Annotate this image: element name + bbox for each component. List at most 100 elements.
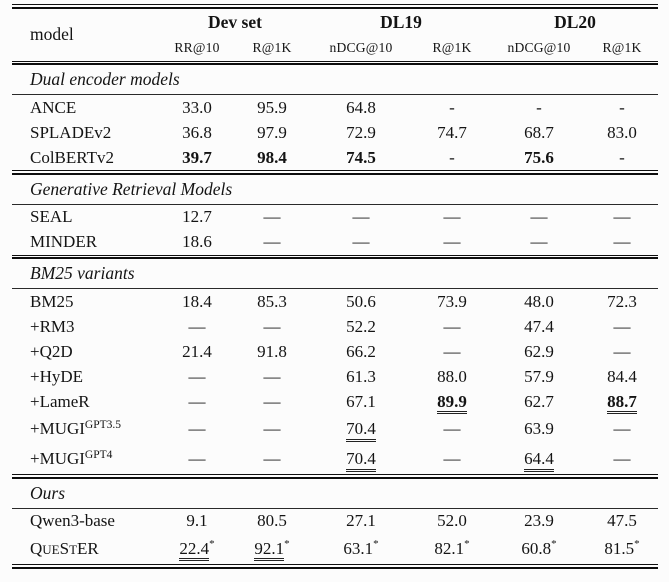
significance-star: * <box>634 537 640 550</box>
table-row-colbertv2: ColBERTv2 39.7 98.4 74.5 - 75.6 - <box>12 145 658 170</box>
column-header-r1k-dl19: R@1K <box>432 40 472 56</box>
underlined-value: 64.4 <box>524 449 554 472</box>
value-cell: 18.6 <box>182 232 212 252</box>
value-cell-best: 74.5 <box>346 147 376 167</box>
column-header-rr10: RR@10 <box>174 40 220 56</box>
header-row-groups: model Dev set DL19 DL20 <box>12 9 658 45</box>
section-rule <box>12 60 658 66</box>
header-row-metrics: RR@10 R@1K nDCG@10 R@1K nDCG@10 R@1K <box>12 36 658 61</box>
column-group-dl20: DL20 <box>554 11 596 32</box>
value-cell: 21.4 <box>182 341 212 361</box>
value-cell: — <box>188 316 206 336</box>
table-row-hyde: +HyDE — — 61.3 88.0 57.9 84.4 <box>12 364 658 389</box>
column-header-model: model <box>30 24 74 45</box>
model-name: SPLADEv2 <box>30 122 112 142</box>
table-row-lamer: +LameR — — 67.1 89.9 62.7 88.7 <box>12 389 658 415</box>
value-cell: — <box>188 366 206 386</box>
best-underlined-value: 89.9 <box>437 391 467 415</box>
value-cell: — <box>352 207 370 227</box>
value-cell: — <box>443 232 461 252</box>
value-cell: 12.7 <box>182 207 212 227</box>
paper-table-region: model Dev set DL19 DL20 RR@10 R@1K nDCG@… <box>12 4 658 569</box>
underlined-value: 70.4 <box>346 419 376 442</box>
value-cell: — <box>443 449 461 469</box>
value-cell: 74.7 <box>437 122 467 142</box>
value-cell: — <box>263 316 281 336</box>
value-cell: — <box>530 207 548 227</box>
section-header-bm25-variants: BM25 variants <box>12 259 658 290</box>
value-cell: — <box>263 449 281 469</box>
table-row-quester: QUESTER 22.4* 92.1* 63.1* 82.1* 60.8* 81… <box>12 534 658 564</box>
results-table: model Dev set DL19 DL20 RR@10 R@1K nDCG@… <box>12 4 658 569</box>
value-cell: 23.9 <box>524 511 554 531</box>
value-cell: 18.4 <box>182 291 212 311</box>
value-cell: - <box>536 97 542 117</box>
table-row-mugi-gpt4: +MUGIGPT4 — — 70.4 — 64.4 — <box>12 444 658 474</box>
value-cell: - <box>449 97 455 117</box>
value-cell: 48.0 <box>524 291 554 311</box>
section-header-dual-encoder: Dual encoder models <box>12 65 658 96</box>
value-cell: — <box>530 232 548 252</box>
model-name: Qwen3-base <box>30 511 115 531</box>
value-cell: — <box>188 391 206 411</box>
value-cell: 80.5 <box>257 511 287 531</box>
section-rule <box>12 170 658 175</box>
value-cell: — <box>188 419 206 439</box>
section-title: BM25 variants <box>12 259 658 290</box>
section-title: Ours <box>12 478 658 509</box>
value-cell: - <box>619 97 625 117</box>
significance-star: * <box>551 537 557 550</box>
value-cell: — <box>263 232 281 252</box>
value-cell: 84.4 <box>607 366 637 386</box>
value-cell: 57.9 <box>524 366 554 386</box>
model-name: +Q2D <box>30 341 73 361</box>
table-row-qwen3-base: Qwen3-base 9.1 80.5 27.1 52.0 23.9 47.5 <box>12 508 658 534</box>
value-cell: 95.9 <box>257 97 287 117</box>
value-cell-best: 89.9 <box>412 389 492 415</box>
value-cell: 81.5* <box>604 537 640 558</box>
column-group-dl19: DL19 <box>380 11 422 32</box>
value-cell-best: 39.7 <box>182 147 212 167</box>
value-cell: — <box>613 207 631 227</box>
rule-line <box>12 60 658 66</box>
model-name: +MUGIGPT4 <box>30 449 113 469</box>
value-cell-underlined: 64.4 <box>492 444 586 474</box>
model-name: +MUGIGPT3.5 <box>30 419 122 439</box>
value-cell: — <box>263 419 281 439</box>
model-name-quester: QUESTER <box>30 538 99 558</box>
column-header-r1k-dev: R@1K <box>252 40 292 56</box>
value-cell: — <box>613 341 631 361</box>
column-group-dev-set: Dev set <box>208 11 262 32</box>
value-cell: 52.0 <box>437 511 467 531</box>
value-cell: — <box>613 449 631 469</box>
value-cell-underlined: 22.4* <box>160 534 234 564</box>
model-name: MINDER <box>30 232 98 252</box>
value-cell: - <box>619 147 625 167</box>
underlined-value: 22.4 <box>179 538 210 562</box>
value-cell-underlined: 70.4 <box>310 444 412 474</box>
value-cell: — <box>443 316 461 336</box>
table-row-spladev2: SPLADEv2 36.8 97.9 72.9 74.7 68.7 83.0 <box>12 120 658 145</box>
column-header-r1k-dl20: R@1K <box>602 40 642 56</box>
value-cell: 9.1 <box>186 511 208 531</box>
value-cell: 62.9 <box>524 341 554 361</box>
value-cell: — <box>352 232 370 252</box>
value-cell: 67.1 <box>346 391 376 411</box>
value-cell: 88.0 <box>437 366 467 386</box>
rule-line <box>12 170 658 175</box>
model-name: SEAL <box>30 207 73 227</box>
significance-star: * <box>209 537 215 550</box>
value-cell: 82.1* <box>434 537 470 558</box>
table-row-minder: MINDER 18.6 — — — — — <box>12 230 658 255</box>
model-name-superscript: GPT4 <box>84 449 113 462</box>
table-row-ance: ANCE 33.0 95.9 64.8 - - - <box>12 95 658 121</box>
value-cell: 91.8 <box>257 341 287 361</box>
table-row-mugi-gpt35: +MUGIGPT3.5 — — 70.4 — 63.9 — <box>12 414 658 444</box>
value-cell: — <box>188 449 206 469</box>
value-cell-best: 75.6 <box>524 147 554 167</box>
top-rule <box>12 4 658 9</box>
value-cell: — <box>443 207 461 227</box>
significance-star: * <box>284 537 290 550</box>
value-cell: 97.9 <box>257 122 287 142</box>
value-cell: 85.3 <box>257 291 287 311</box>
